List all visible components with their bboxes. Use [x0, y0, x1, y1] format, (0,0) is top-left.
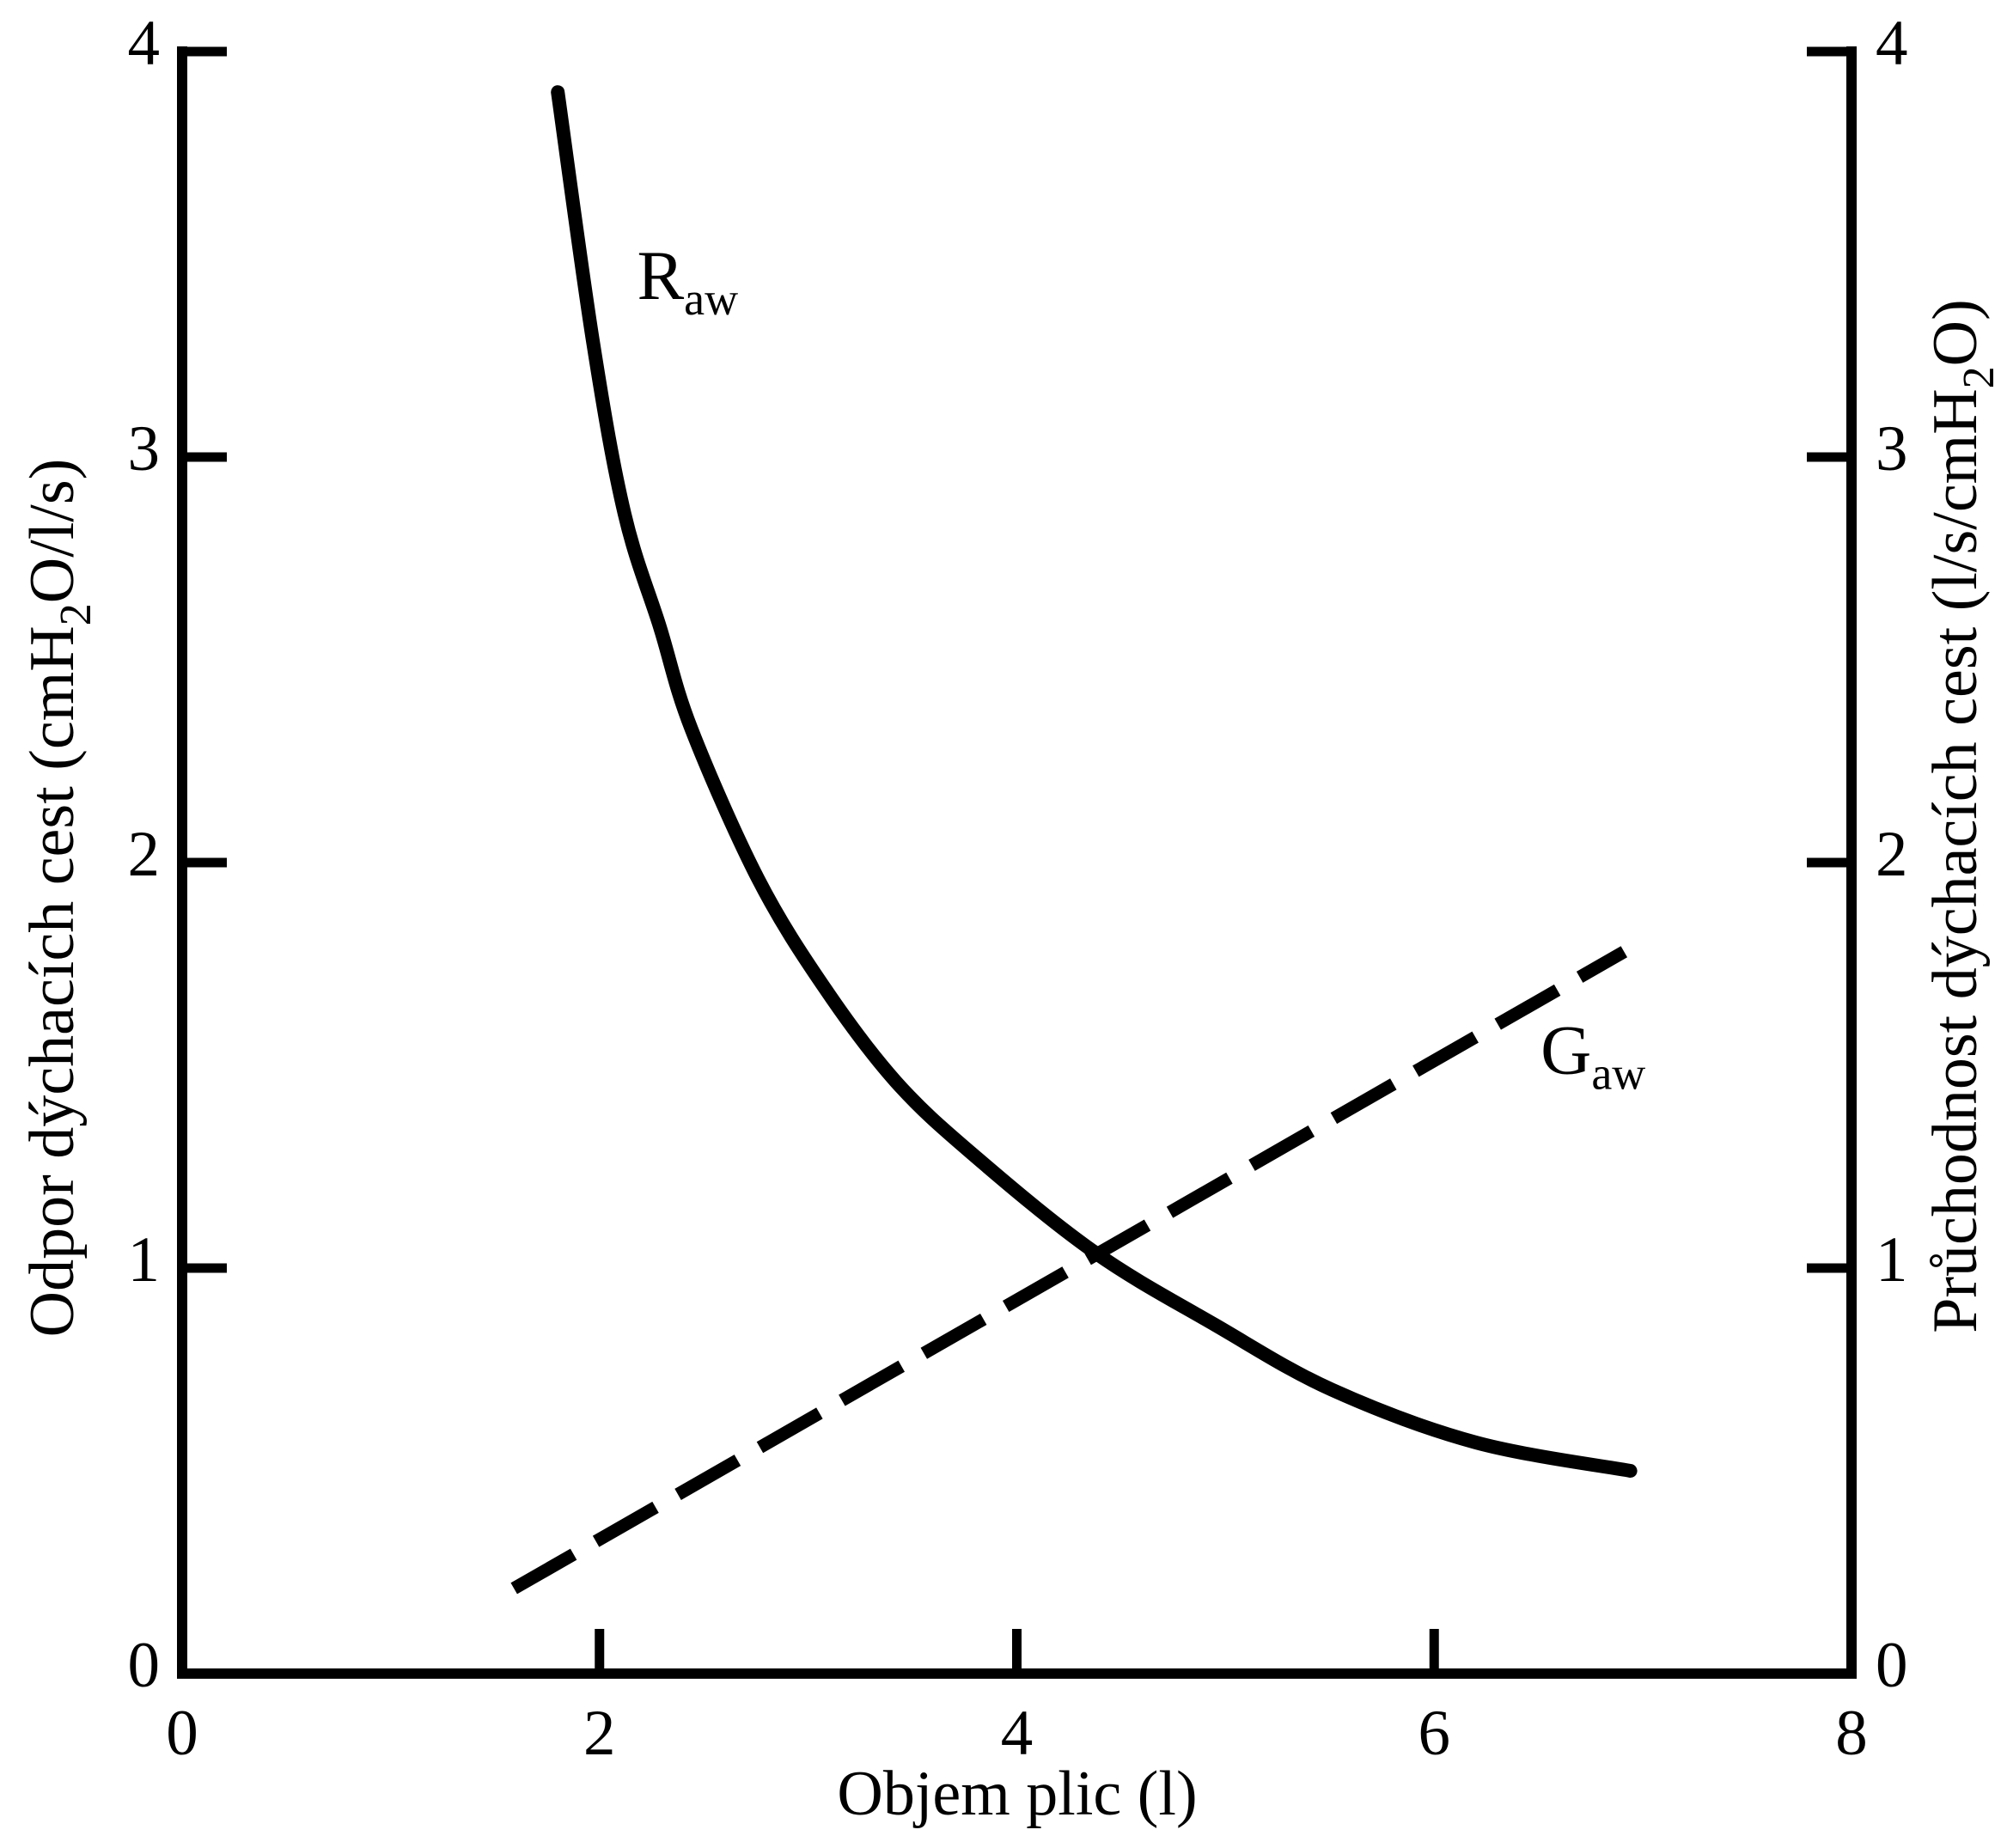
gaw-series-label-subscript: aw [1591, 1047, 1645, 1099]
airway-conductance-curve [510, 946, 1628, 1595]
y-axis-right-tick-label: 2 [1876, 819, 1908, 890]
y-axis-left-tick-label: 3 [128, 413, 161, 485]
y-axis-left-tick-label: 2 [128, 819, 161, 890]
y-axis-title-right-rest: O) [1920, 299, 1991, 366]
y-axis-title-right: Průchodnost dýchacích cest (l/s/cmH2O) [1920, 299, 2001, 1333]
y-axis-right-tick-label: 3 [1876, 413, 1908, 485]
x-axis-tick-label: 0 [166, 1698, 198, 1769]
y-axis-right-tick-label: 4 [1876, 8, 1908, 79]
y-axis-title-left-rest: O/l/s) [17, 459, 88, 604]
x-axis-tick-label: 6 [1418, 1698, 1451, 1769]
gaw-series-label-main: G [1540, 1010, 1591, 1089]
y-axis-title-left-subscript: 2 [52, 603, 101, 625]
y-axis-title-right-main: Průchodnost dýchacích cest (l/s/cmH [1920, 388, 1991, 1333]
raw-series-label-main: R [637, 236, 684, 314]
curves [510, 85, 1638, 1595]
y-axis-right-ticks: 4 3 2 1 0 [1807, 8, 1908, 1701]
y-axis-title-left-main: Odpor dýchacích cest (cmH [17, 625, 88, 1337]
y-axis-left-tick-label: 4 [128, 8, 161, 79]
raw-series-label-subscript: aw [684, 273, 738, 325]
x-axis-tick-label: 4 [1001, 1698, 1034, 1769]
y-axis-right-tick-label: 1 [1876, 1224, 1908, 1296]
y-axis-left-tick-label: 1 [128, 1224, 161, 1296]
y-axis-title-right-subscript: 2 [1955, 366, 2001, 388]
x-axis-tick-label: 8 [1835, 1698, 1868, 1769]
y-axis-title-left: Odpor dýchacích cest (cmH2O/l/s) [17, 459, 101, 1338]
y-axis-left-ticks: 4 3 2 1 0 [128, 8, 227, 1701]
x-axis-tick-label: 2 [583, 1698, 616, 1769]
raw-series-label: Raw [637, 236, 738, 325]
gaw-series-label: Gaw [1540, 1010, 1645, 1099]
x-axis-ticks: 0 2 4 6 8 [166, 1629, 1868, 1769]
axes [177, 46, 1857, 1679]
airway-resistance-curve [551, 85, 1638, 1478]
y-axis-right-tick-label: 0 [1876, 1630, 1908, 1701]
x-axis-title: Objem plic (l) [837, 1759, 1197, 1829]
y-axis-left-tick-label: 0 [128, 1630, 161, 1701]
